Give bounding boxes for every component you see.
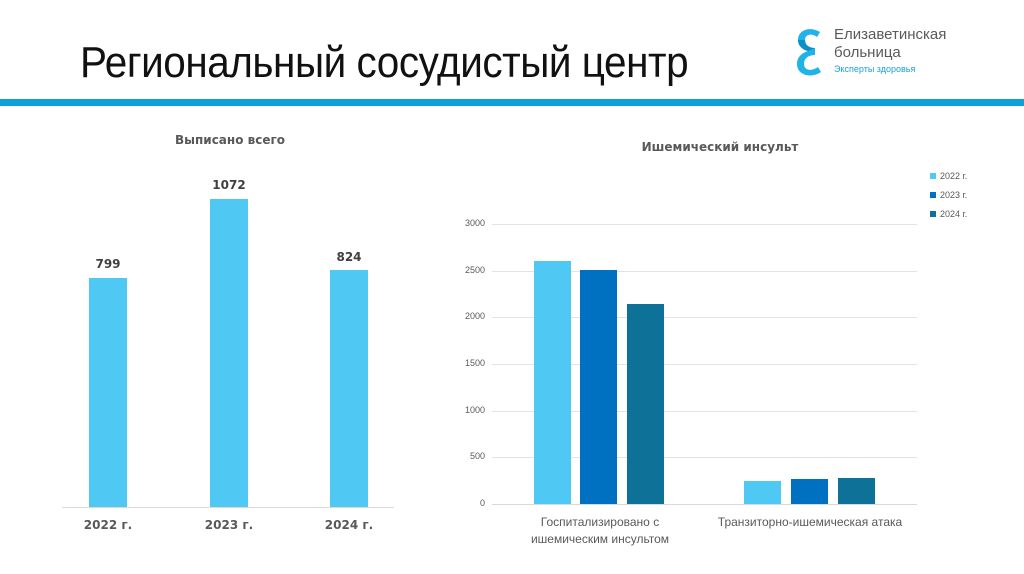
data-label: 1072: [212, 178, 246, 192]
gridline: [492, 224, 917, 225]
x-tick-label: 2022 г.: [83, 518, 133, 532]
bar-2024: [330, 270, 368, 507]
x-tick-label-line: ишемическим инсультом: [530, 532, 670, 546]
y-tick-label: 500: [469, 451, 485, 461]
legend-swatch-icon: [930, 210, 936, 217]
chart-title: Ишемический инсульт: [641, 140, 799, 154]
data-label: 824: [336, 250, 362, 264]
hospital-logo: Елизаветинская больница Эксперты здоровь…: [796, 24, 996, 84]
chart-title: Выписано всего: [175, 133, 285, 147]
x-tick-label: 2024 г.: [324, 518, 374, 532]
x-tick-label: Госпитализировано с ишемическим инсульто…: [515, 514, 685, 548]
bar-hospitalized-2022: [534, 261, 571, 504]
legend-item-2024: 2024 г.: [930, 204, 967, 223]
legend-item-2023: 2023 г.: [930, 185, 967, 204]
legend-item-2022: 2022 г.: [930, 166, 967, 185]
y-tick-label: 2500: [464, 265, 485, 275]
y-tick-label: 1500: [464, 358, 485, 368]
logo-name-line2: больница: [834, 44, 901, 61]
gridline: [492, 317, 917, 318]
legend-swatch-icon: [930, 191, 936, 198]
chart-legend: 2022 г. 2023 г. 2024 г.: [930, 166, 967, 223]
x-tick-label: Транзиторно-ишемическая атака: [700, 514, 920, 531]
bar-tia-2024: [838, 478, 875, 504]
gridline: [492, 271, 917, 272]
y-tick-label: 2000: [464, 311, 485, 321]
bar-hospitalized-2024: [627, 304, 664, 504]
x-axis-line: [492, 504, 917, 505]
gridline: [492, 411, 917, 412]
letter-e-logo-icon: [797, 29, 821, 76]
x-tick-label: 2023 г.: [204, 518, 254, 532]
legend-label: 2023 г.: [940, 189, 968, 200]
y-tick-label: 3000: [464, 218, 485, 228]
x-axis-line: [62, 507, 394, 508]
x-tick-label-line: Госпитализировано с: [540, 515, 660, 529]
bar-tia-2023: [791, 479, 828, 504]
y-tick-label: 1000: [464, 405, 485, 415]
legend-label: 2024 г.: [940, 208, 968, 219]
data-label: 799: [95, 257, 121, 271]
bar-hospitalized-2023: [580, 270, 617, 504]
page-title: Региональный сосудистый центр: [80, 38, 689, 87]
bar-2022: [89, 278, 127, 507]
gridline: [492, 457, 917, 458]
header-divider: [0, 99, 1024, 106]
bar-tia-2022: [744, 481, 781, 504]
bar-2023: [210, 199, 248, 507]
y-tick-label: 0: [479, 498, 485, 508]
legend-label: 2022 г.: [940, 170, 968, 181]
x-tick-label-line: Транзиторно-ишемическая атака: [717, 515, 903, 529]
logo-tagline: Эксперты здоровья: [834, 64, 916, 74]
legend-swatch-icon: [930, 172, 936, 179]
logo-name-line1: Елизаветинская: [834, 26, 947, 43]
gridline: [492, 364, 917, 365]
